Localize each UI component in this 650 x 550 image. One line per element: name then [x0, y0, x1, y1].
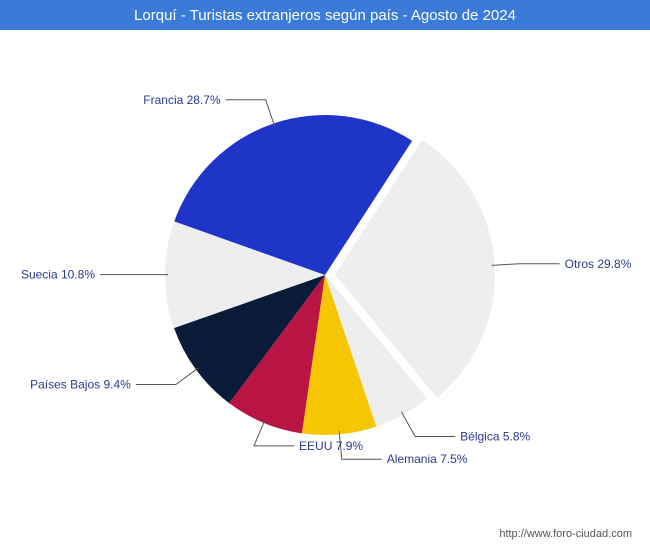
leader-line: [401, 412, 455, 437]
slice-label: Países Bajos 9.4%: [30, 377, 131, 391]
slice-label: EEUU 7.9%: [299, 439, 363, 453]
slice-label: Suecia 10.8%: [21, 268, 95, 282]
leader-line: [226, 100, 275, 127]
leader-line: [492, 264, 560, 266]
slice-label: Bélgica 5.8%: [460, 430, 530, 444]
footer-url: http://www.foro-ciudad.com: [499, 528, 632, 540]
slice-label: Francia 28.7%: [143, 93, 221, 107]
leader-line: [136, 368, 199, 385]
pie-chart-svg: Otros 29.8% Bélgica 5.8% Alemania 7.5% EEUU…: [0, 10, 650, 540]
slice-label: Alemania 7.5%: [387, 452, 468, 466]
slice-label: Otros 29.8%: [565, 257, 632, 271]
chart-area: Otros 29.8% Bélgica 5.8% Alemania 7.5% EEUU…: [0, 30, 650, 520]
